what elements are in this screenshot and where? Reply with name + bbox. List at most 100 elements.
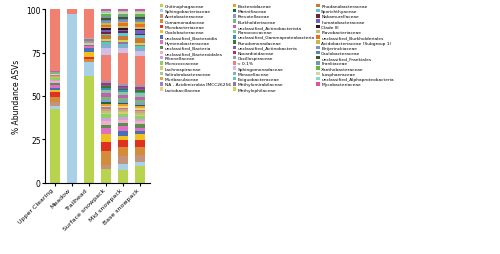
Bar: [135, 23, 145, 25]
Bar: [135, 46, 145, 47]
Bar: [135, 109, 145, 110]
Bar: [118, 32, 128, 34]
Bar: [50, 77, 60, 78]
Bar: [101, 85, 111, 87]
Bar: [135, 114, 145, 115]
Bar: [50, 75, 60, 76]
Bar: [50, 97, 60, 103]
Bar: [135, 120, 145, 122]
Bar: [118, 114, 128, 118]
Bar: [118, 105, 128, 107]
Bar: [84, 59, 94, 63]
Bar: [101, 15, 111, 17]
Bar: [101, 36, 111, 40]
Bar: [135, 12, 145, 13]
Bar: [101, 35, 111, 36]
Bar: [118, 54, 128, 85]
Bar: [135, 155, 145, 162]
Bar: [135, 88, 145, 89]
Bar: [101, 33, 111, 35]
Bar: [101, 24, 111, 26]
Bar: [135, 52, 145, 57]
Bar: [101, 40, 111, 42]
Bar: [101, 103, 111, 104]
Bar: [118, 108, 128, 110]
Bar: [135, 112, 145, 114]
Bar: [50, 110, 60, 183]
Bar: [135, 97, 145, 101]
Y-axis label: % Abundance ASVs: % Abundance ASVs: [12, 59, 21, 134]
Bar: [118, 102, 128, 104]
Bar: [135, 89, 145, 91]
Bar: [118, 17, 128, 18]
Bar: [101, 82, 111, 83]
Bar: [50, 81, 60, 82]
Bar: [118, 164, 128, 170]
Bar: [50, 79, 60, 81]
Bar: [118, 20, 128, 21]
Bar: [135, 128, 145, 131]
Bar: [101, 118, 111, 122]
Bar: [135, 17, 145, 18]
Bar: [118, 37, 128, 41]
Bar: [135, 91, 145, 92]
Bar: [101, 129, 111, 134]
Bar: [50, 83, 60, 85]
Bar: [50, 71, 60, 73]
Bar: [118, 10, 128, 12]
Bar: [118, 99, 128, 102]
Bar: [135, 94, 145, 97]
Bar: [101, 29, 111, 31]
Bar: [118, 30, 128, 32]
Bar: [135, 86, 145, 88]
Bar: [118, 27, 128, 29]
Bar: [50, 89, 60, 90]
Bar: [135, 101, 145, 104]
Bar: [135, 31, 145, 34]
Bar: [135, 115, 145, 117]
Bar: [135, 28, 145, 29]
Bar: [118, 107, 128, 108]
Bar: [101, 42, 111, 43]
Bar: [135, 167, 145, 183]
Bar: [118, 93, 128, 96]
Bar: [135, 122, 145, 125]
Bar: [135, 92, 145, 94]
Bar: [84, 77, 94, 183]
Bar: [135, 57, 145, 86]
Bar: [135, 44, 145, 46]
Bar: [118, 147, 128, 156]
Bar: [101, 115, 111, 118]
Bar: [101, 122, 111, 125]
Bar: [118, 15, 128, 17]
Bar: [135, 131, 145, 134]
Bar: [101, 169, 111, 183]
Bar: [135, 13, 145, 15]
Bar: [118, 136, 128, 141]
Bar: [50, 76, 60, 77]
Bar: [118, 13, 128, 15]
Bar: [101, 143, 111, 151]
Bar: [84, 63, 94, 77]
Bar: [84, 47, 94, 49]
Bar: [101, 106, 111, 108]
Bar: [118, 43, 128, 44]
Bar: [118, 21, 128, 23]
Bar: [50, 103, 60, 106]
Bar: [135, 15, 145, 17]
Bar: [135, 107, 145, 109]
Bar: [118, 170, 128, 183]
Bar: [101, 165, 111, 169]
Bar: [135, 10, 145, 12]
Bar: [67, 10, 77, 15]
Bar: [101, 83, 111, 85]
Bar: [50, 10, 60, 71]
Bar: [101, 12, 111, 14]
Bar: [101, 17, 111, 19]
Bar: [135, 21, 145, 23]
Bar: [84, 49, 94, 53]
Bar: [135, 47, 145, 49]
Bar: [101, 89, 111, 90]
Bar: [118, 132, 128, 136]
Bar: [50, 106, 60, 110]
